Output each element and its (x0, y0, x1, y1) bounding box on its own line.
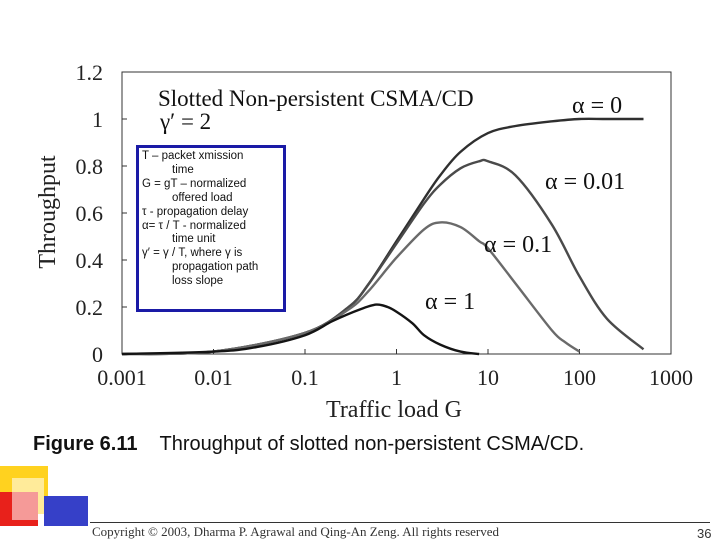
definition-line: α= τ / T - normalized (142, 219, 246, 232)
x-tick-label: 100 (563, 365, 596, 390)
label-alpha-0: α = 0 (572, 93, 622, 119)
figure-caption: Figure 6.11 Throughput of slotted non-per… (33, 433, 584, 456)
y-axis-label: Throughput (35, 155, 61, 269)
x-tick-label: 0.001 (97, 365, 147, 390)
x-tick-label: 0.1 (291, 365, 319, 390)
copyright-text: Copyright © 2003, Dharma P. Agrawal and … (92, 524, 500, 539)
definition-line: T – packet xmission (142, 150, 244, 162)
definition-line: τ - propagation delay (142, 205, 249, 218)
x-tick-labels: 0.001 0.01 0.1 1 10 100 1000 (97, 349, 693, 390)
definition-line: loss slope (172, 275, 224, 288)
label-alpha-0.01: α = 0.01 (545, 169, 625, 195)
y-tick-label: 0.6 (76, 201, 104, 226)
x-tick-label: 1 (391, 365, 402, 390)
y-tick-label: 0.2 (76, 295, 104, 320)
figure-caption-text: Throughput of slotted non-persistent CSM… (159, 433, 585, 455)
accent-square-blue (44, 496, 88, 526)
label-alpha-0.1: α = 0.1 (484, 232, 552, 258)
y-tick-label: 0.8 (76, 154, 104, 179)
definition-line: propagation path (172, 261, 259, 274)
definitions-box: T – packet xmission time G = gT – normaliz… (136, 145, 286, 312)
throughput-chart: 0.001 0.01 0.1 1 10 100 1000 0 0.2 0.4 0.6 0.8 1 1.2… (35, 60, 693, 423)
definition-line: time (172, 163, 194, 176)
definition-line: offered load (172, 191, 233, 204)
accent-square-white (12, 478, 44, 520)
x-tick-label: 0.01 (194, 365, 233, 390)
definition-line: time unit (172, 233, 216, 246)
y-tick-label: 0.4 (76, 248, 104, 273)
footer-rule (90, 522, 710, 523)
y-tick-label: 1.2 (76, 60, 104, 85)
series-line-2 (121, 221, 581, 356)
y-tick-label: 0 (92, 342, 103, 367)
figure-number: Figure 6.11 (33, 433, 138, 455)
y-tick-labels: 0 0.2 0.4 0.6 0.8 1 1.2 (76, 60, 127, 367)
x-axis-label: Traffic load G (326, 397, 462, 423)
chart-subtitle: γ′ = 2 (159, 109, 211, 134)
label-alpha-1: α = 1 (425, 289, 475, 315)
page-number: 36 (697, 526, 712, 541)
series-line-3 (121, 303, 480, 356)
chart-title: Slotted Non-persistent CSMA/CD (158, 86, 474, 111)
chart-series (121, 117, 645, 356)
definition-line: G = gT – normalized (142, 177, 247, 190)
x-tick-label: 1000 (649, 365, 693, 390)
y-tick-label: 1 (92, 107, 103, 132)
definition-line: γ′ = γ / T, where γ is (142, 247, 243, 260)
footer: Copyright © 2003, Dharma P. Agrawal and … (90, 522, 720, 541)
x-tick-label: 10 (477, 365, 499, 390)
